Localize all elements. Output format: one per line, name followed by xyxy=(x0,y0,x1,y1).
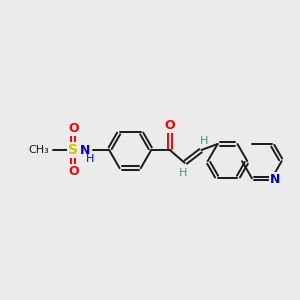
Text: N: N xyxy=(270,173,281,186)
Text: H: H xyxy=(200,136,208,146)
Text: S: S xyxy=(68,143,78,157)
Text: O: O xyxy=(164,119,175,133)
Text: O: O xyxy=(68,165,79,178)
Text: O: O xyxy=(68,122,79,135)
Text: H: H xyxy=(178,168,187,178)
Text: N: N xyxy=(80,143,90,157)
Text: H: H xyxy=(86,154,94,164)
Text: CH₃: CH₃ xyxy=(28,145,49,155)
